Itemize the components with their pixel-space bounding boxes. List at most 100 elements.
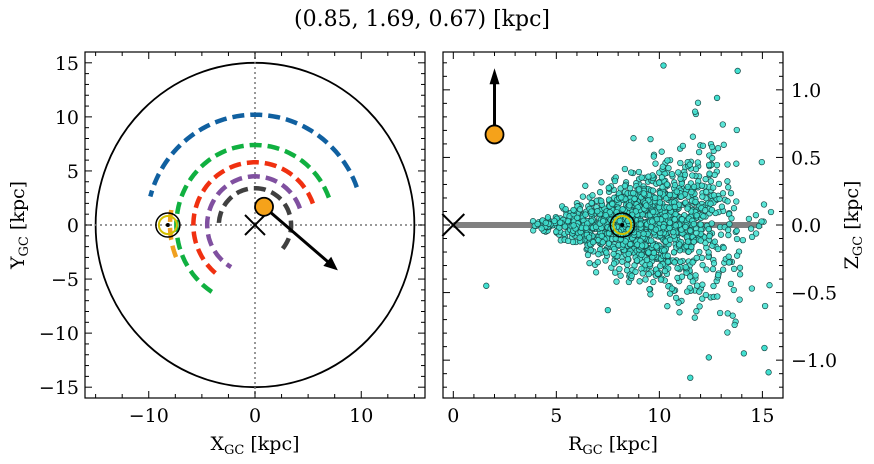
star-point: [588, 199, 595, 207]
star-point: [602, 212, 609, 219]
star-point: [619, 206, 626, 213]
star-point: [693, 212, 700, 219]
star-point: [671, 259, 678, 266]
star-point: [605, 240, 612, 247]
star-point: [592, 269, 600, 276]
star-point: [719, 266, 727, 273]
star-point: [538, 225, 545, 232]
star-point: [717, 231, 725, 238]
star-point: [701, 207, 709, 214]
star-point: [725, 253, 732, 260]
star-point: [623, 267, 631, 274]
star-point: [640, 190, 647, 197]
left-plot-content: [85, 52, 425, 398]
star-point: [670, 229, 677, 236]
star-point: [761, 344, 768, 352]
star-point: [544, 214, 552, 221]
sun-marker-center-dot: [620, 223, 625, 227]
star-point: [685, 248, 692, 255]
star-point: [663, 181, 671, 188]
star-point: [647, 223, 655, 231]
star-point: [692, 165, 700, 173]
star-point: [709, 155, 716, 162]
velocity-arrow-shaft: [263, 205, 332, 266]
star-point: [551, 217, 558, 225]
star-point: [684, 238, 692, 245]
star-point: [631, 262, 638, 269]
star-point: [659, 184, 666, 191]
star-point: [766, 282, 773, 289]
star-point: [632, 268, 639, 275]
star-point: [748, 233, 756, 241]
star-point: [728, 215, 735, 222]
star-point: [619, 258, 626, 265]
right-x-tick-label: 15: [750, 405, 774, 427]
right-y-tick-label: −1.0: [791, 350, 837, 372]
star-point: [727, 190, 735, 197]
star-point: [691, 108, 699, 115]
star-point: [677, 175, 684, 182]
right-y-tick-label: 1.0: [791, 80, 821, 102]
star-point: [642, 276, 649, 283]
star-point: [598, 179, 605, 186]
star-point: [731, 321, 738, 329]
star-point: [730, 205, 738, 212]
star-point: [579, 193, 587, 200]
sun-marker-yellow-ring: [157, 215, 178, 235]
star-point: [599, 239, 606, 246]
star-point: [678, 193, 685, 200]
star-point: [542, 219, 549, 227]
star-point: [553, 228, 560, 235]
figure-title: (0.85, 1.69, 0.67) [kpc]: [294, 7, 550, 32]
star-point: [596, 189, 604, 196]
star-point: [727, 280, 735, 288]
star-point: [724, 161, 731, 168]
sun-marker-center-dot: [165, 223, 170, 227]
star-point: [672, 222, 679, 229]
left-y-tick-label: −15: [39, 377, 79, 399]
star-point: [716, 309, 724, 317]
star-point: [689, 259, 696, 266]
star-point: [664, 303, 671, 310]
star-point: [684, 205, 691, 212]
star-point: [740, 350, 747, 357]
velocity-arrow-head: [489, 68, 500, 85]
star-point: [675, 169, 682, 176]
star-point: [708, 143, 716, 151]
star-point: [714, 245, 722, 253]
right-y-tick-label: 0.0: [791, 215, 821, 237]
star-point: [650, 249, 658, 257]
star-point: [696, 303, 703, 310]
star-point: [610, 250, 617, 258]
sun-marker-outer-ring: [609, 212, 636, 238]
star-point: [703, 266, 710, 273]
star-point: [733, 198, 740, 205]
star-point: [690, 238, 697, 245]
star-point: [664, 258, 672, 265]
right-plot-content: [441, 62, 775, 381]
star-point: [693, 308, 700, 315]
star-point: [627, 169, 635, 176]
star-point: [661, 247, 668, 254]
star-point: [598, 197, 605, 205]
star-point: [595, 251, 602, 258]
right-x-tick-label: 10: [647, 405, 671, 427]
spiral-arm-arc-6: [216, 186, 294, 250]
star-point: [656, 190, 664, 197]
star-point: [696, 248, 703, 256]
left-y-tick-label: 0: [67, 215, 79, 237]
star-point: [707, 200, 714, 207]
star-point: [650, 208, 657, 216]
star-point: [733, 235, 741, 243]
star-point: [627, 185, 634, 192]
star-point: [702, 291, 710, 299]
star-point: [689, 278, 696, 285]
right-y-axis-label: ZGC [kpc]: [841, 181, 866, 270]
star-point: [483, 282, 490, 289]
star-point: [570, 222, 577, 229]
star-point: [658, 148, 665, 155]
star-point: [682, 263, 689, 271]
star-point: [637, 221, 644, 228]
star-point: [676, 309, 683, 316]
star-point: [664, 157, 671, 164]
